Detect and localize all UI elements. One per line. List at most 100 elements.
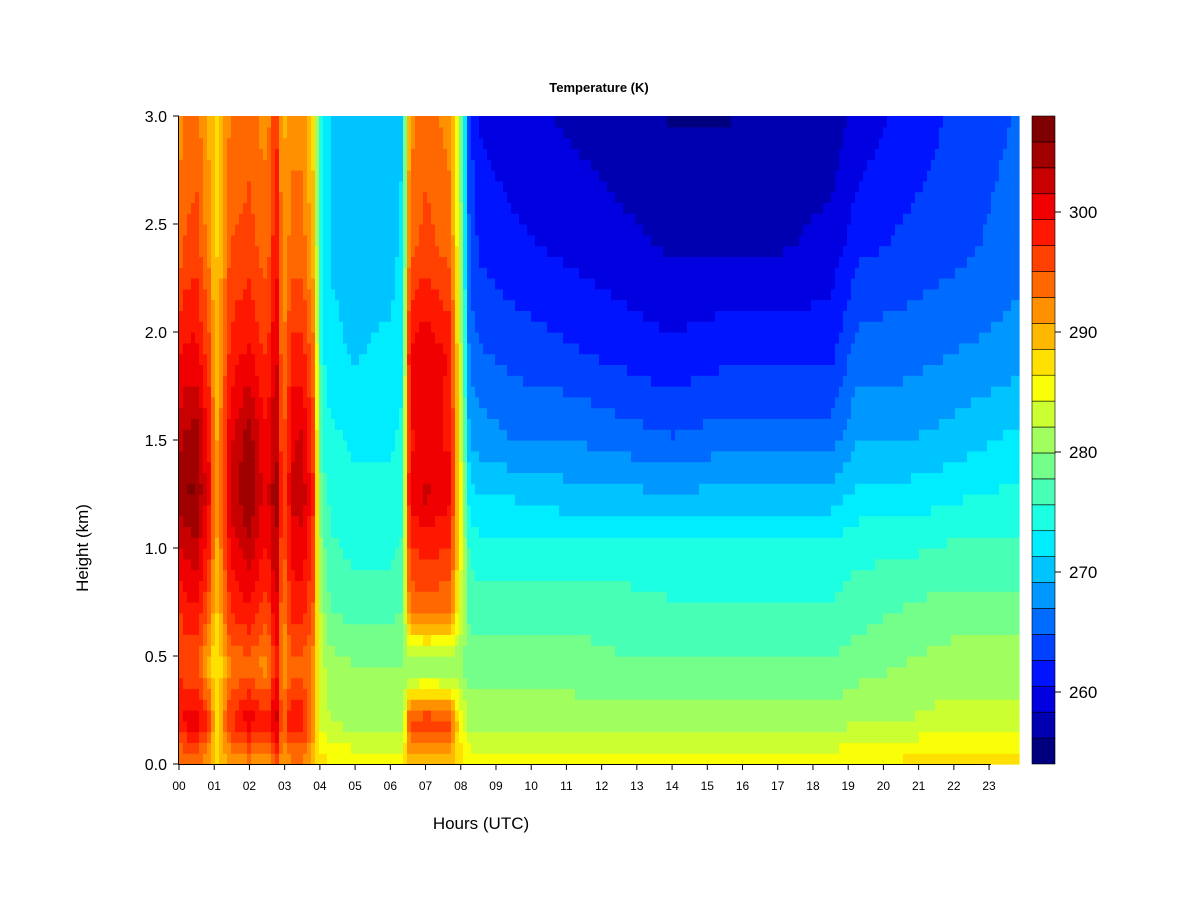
heatmap-cell (307, 602, 312, 614)
heatmap-cell (499, 386, 504, 398)
heatmap-cell (443, 548, 448, 560)
heatmap-cell (419, 191, 424, 203)
heatmap-cell (355, 699, 360, 711)
heatmap-cell (403, 386, 408, 398)
heatmap-cell (371, 342, 376, 355)
heatmap-cell (291, 332, 296, 344)
heatmap-cell (499, 245, 504, 257)
heatmap-cell (283, 753, 288, 765)
heatmap-cell (215, 170, 220, 182)
heatmap-cell (203, 645, 208, 657)
heatmap-cell (447, 364, 452, 376)
heatmap-cell (331, 364, 336, 376)
heatmap-cell (467, 537, 472, 549)
heatmap-cell (499, 332, 504, 344)
heatmap-cell (235, 332, 240, 344)
heatmap-cell (319, 558, 324, 571)
heatmap-cell (263, 386, 268, 398)
heatmap-cell (211, 753, 216, 765)
heatmap-cell (407, 602, 412, 614)
heatmap-cell (259, 699, 264, 711)
heatmap-cell (391, 116, 396, 128)
heatmap-cell (335, 720, 340, 733)
heatmap-cell (335, 256, 340, 268)
heatmap-cell (447, 245, 452, 257)
heatmap-cell (407, 278, 412, 290)
heatmap-cell (327, 580, 332, 592)
heatmap-cell (203, 375, 208, 387)
heatmap-cell (411, 483, 416, 495)
heatmap-cell (443, 699, 448, 711)
heatmap-cell (495, 602, 500, 614)
heatmap-cell (271, 623, 276, 635)
heatmap-cell (335, 364, 340, 376)
heatmap-cell (507, 137, 512, 149)
heatmap-cell (355, 645, 360, 657)
heatmap-cell (331, 191, 336, 203)
heatmap-cell (315, 180, 320, 193)
heatmap-cell (255, 342, 260, 355)
heatmap-cell (355, 116, 360, 128)
heatmap-cell (323, 375, 328, 387)
heatmap-cell (283, 494, 288, 506)
heatmap-cell (347, 710, 352, 722)
heatmap-cell (435, 386, 440, 398)
heatmap-cell (183, 526, 188, 538)
heatmap-cell (363, 310, 368, 322)
heatmap-cell (483, 591, 488, 603)
heatmap-cell (463, 483, 468, 495)
heatmap-cell (279, 407, 284, 419)
heatmap-cell (235, 720, 240, 733)
heatmap-cell (503, 332, 508, 344)
heatmap-cell (403, 191, 408, 203)
heatmap-cell (291, 720, 296, 733)
heatmap-cell (431, 634, 436, 646)
heatmap-cell (379, 407, 384, 419)
heatmap-cell (443, 245, 448, 257)
heatmap-cell (411, 396, 416, 409)
heatmap-cell (375, 656, 380, 668)
heatmap-cell (427, 461, 432, 473)
heatmap-cell (255, 321, 260, 333)
heatmap-cell (259, 126, 264, 139)
heatmap-cell (415, 450, 420, 463)
heatmap-cell (347, 591, 352, 603)
heatmap-cell (279, 494, 284, 506)
heatmap-cell (363, 483, 368, 495)
heatmap-cell (415, 569, 420, 581)
heatmap-cell (435, 202, 440, 214)
heatmap-cell (307, 116, 312, 128)
heatmap-cell (499, 137, 504, 149)
heatmap-cell (423, 710, 428, 722)
heatmap-cell (251, 440, 256, 452)
heatmap-cell (259, 537, 264, 549)
heatmap-cell (407, 461, 412, 473)
heatmap-cell (391, 137, 396, 149)
heatmap-cell (271, 580, 276, 592)
heatmap-cell (475, 407, 480, 419)
heatmap-cell (447, 461, 452, 473)
heatmap-cell (287, 612, 292, 625)
heatmap-cell (455, 126, 460, 139)
heatmap-cell (255, 310, 260, 322)
heatmap-cell (419, 537, 424, 549)
heatmap-cell (487, 494, 492, 506)
heatmap-cell (403, 504, 408, 517)
heatmap-cell (387, 688, 392, 700)
heatmap-cell (383, 332, 388, 344)
heatmap-cell (367, 548, 372, 560)
heatmap-cell (235, 213, 240, 225)
heatmap-cell (443, 645, 448, 657)
heatmap-cell (483, 688, 488, 700)
heatmap-cell (199, 126, 204, 139)
heatmap-cell (387, 494, 392, 506)
heatmap-cell (239, 688, 244, 700)
heatmap-cell (291, 472, 296, 484)
heatmap-cell (379, 580, 384, 592)
heatmap-cell (367, 245, 372, 257)
heatmap-cell (439, 537, 444, 549)
heatmap-cell (207, 731, 212, 743)
heatmap-cell (303, 429, 308, 441)
heatmap-cell (479, 645, 484, 657)
heatmap-cell (311, 353, 316, 365)
